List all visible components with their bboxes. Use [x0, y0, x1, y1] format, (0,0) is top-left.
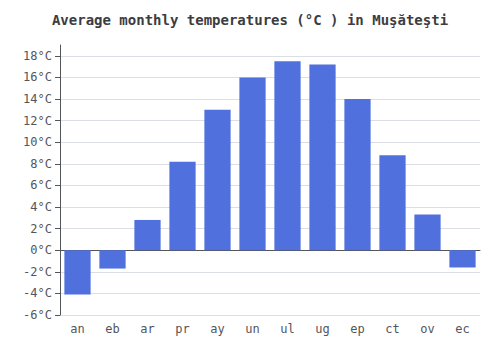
svg-text:8°C: 8°C — [30, 157, 52, 171]
svg-text:un: un — [245, 322, 259, 336]
svg-text:16°C: 16°C — [23, 70, 52, 84]
svg-text:12°C: 12°C — [23, 114, 52, 128]
svg-text:2°C: 2°C — [30, 222, 52, 236]
svg-text:ug: ug — [315, 322, 329, 336]
svg-text:0°C: 0°C — [30, 243, 52, 257]
svg-text:-6°C: -6°C — [23, 308, 52, 322]
svg-text:-4°C: -4°C — [23, 286, 52, 300]
svg-text:eb: eb — [105, 322, 119, 336]
svg-text:-2°C: -2°C — [23, 265, 52, 279]
svg-text:ar: ar — [140, 322, 154, 336]
svg-text:ec: ec — [455, 322, 469, 336]
svg-text:Average monthly temperatures (: Average monthly temperatures (°C ) in Mu… — [52, 12, 448, 28]
svg-text:pr: pr — [175, 322, 189, 336]
svg-text:ov: ov — [420, 322, 434, 336]
svg-text:ep: ep — [350, 322, 364, 336]
svg-text:18°C: 18°C — [23, 49, 52, 63]
svg-text:ul: ul — [280, 322, 294, 336]
svg-text:ct: ct — [385, 322, 399, 336]
svg-text:10°C: 10°C — [23, 135, 52, 149]
svg-text:4°C: 4°C — [30, 200, 52, 214]
svg-text:14°C: 14°C — [23, 92, 52, 106]
svg-text:ay: ay — [210, 322, 224, 336]
svg-text:an: an — [70, 322, 84, 336]
svg-text:6°C: 6°C — [30, 178, 52, 192]
